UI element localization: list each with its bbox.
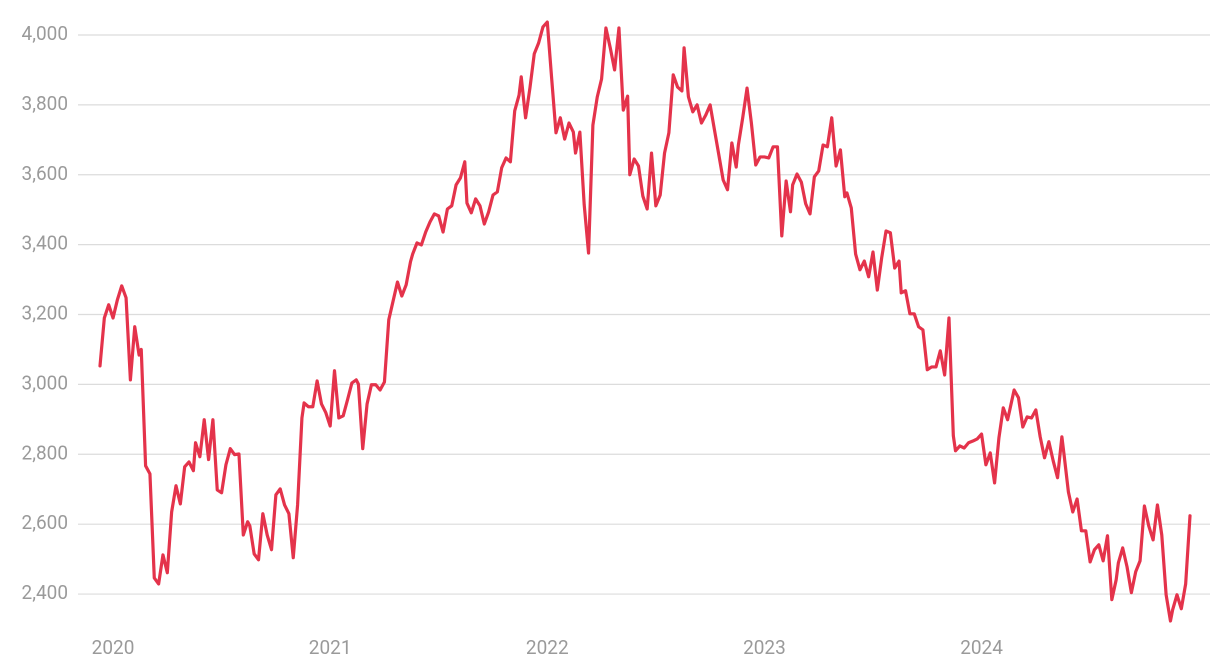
y-tick-label: 3,200 (22, 302, 68, 325)
y-tick-label: 2,400 (22, 581, 68, 604)
x-tick-label: 2024 (960, 636, 1003, 659)
line (98, 20, 1192, 623)
x-tick-label: 2023 (743, 636, 786, 659)
y-tick-label: 3,800 (22, 92, 68, 115)
y-tick-label: 2,600 (22, 511, 68, 534)
x-tick-label: 2021 (309, 636, 352, 659)
y-tick-label: 3,000 (22, 371, 68, 394)
y-tick-label: 2,800 (22, 441, 68, 464)
y-tick-label: 3,600 (22, 162, 68, 185)
y-tick-label: 4,000 (22, 22, 68, 45)
y-tick-label: 3,400 (22, 232, 68, 255)
x-tick-label: 2020 (92, 636, 135, 659)
x-tick-label: 2022 (526, 636, 569, 659)
